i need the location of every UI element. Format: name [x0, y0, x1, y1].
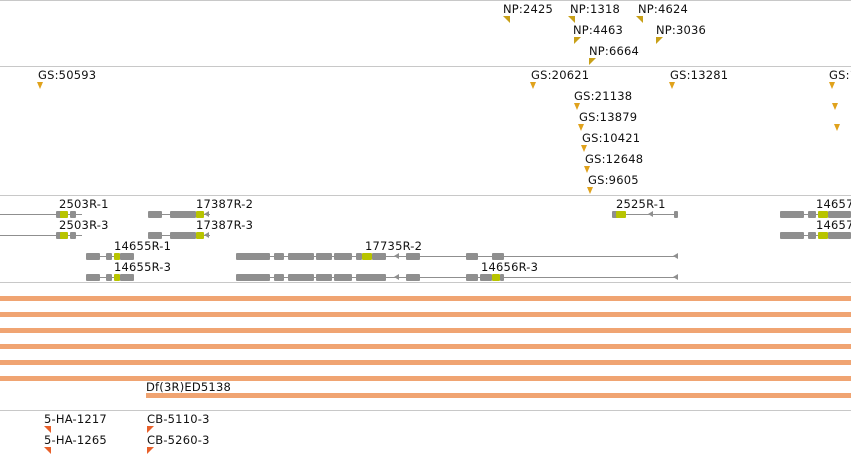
transcript-14656R-3[interactable] — [236, 274, 678, 281]
gs-label[interactable]: GS:9605 — [588, 173, 639, 187]
gs-marker-icon[interactable] — [832, 103, 838, 110]
transcript-label[interactable]: 14656R-3 — [481, 260, 539, 274]
cb-marker-icon[interactable] — [147, 426, 154, 433]
deficiency-bar[interactable] — [0, 296, 851, 301]
np-label[interactable]: NP:6664 — [589, 44, 640, 58]
np-label[interactable]: NP:4624 — [638, 2, 689, 16]
np-label[interactable]: NP:4463 — [573, 23, 624, 37]
gs-label[interactable]: GS:13281 — [670, 68, 729, 82]
transcript-17387R-2[interactable] — [148, 211, 210, 218]
np-label[interactable]: NP:3036 — [656, 23, 707, 37]
np-marker-icon[interactable] — [636, 16, 643, 23]
gs-marker-icon[interactable] — [530, 82, 536, 89]
deficiency-bar[interactable] — [0, 328, 851, 333]
gs-marker-icon[interactable] — [581, 145, 587, 152]
transcript-2503R-3[interactable] — [0, 232, 82, 239]
transcript-17735R-2[interactable] — [236, 253, 678, 260]
np-marker-icon[interactable] — [574, 37, 581, 44]
transcript-label[interactable]: 2525R-1 — [616, 197, 666, 211]
gs-marker-icon[interactable] — [669, 82, 675, 89]
gs-insertion-track: GS:50593 GS:20621 GS:13281 GS:1 GS:21138… — [0, 66, 851, 196]
gs-marker-icon[interactable] — [587, 187, 593, 194]
transcript-label[interactable]: 2503R-3 — [59, 218, 109, 232]
deficiency-bar[interactable] — [0, 312, 851, 317]
gs-marker-icon[interactable] — [584, 166, 590, 173]
gs-marker-icon[interactable] — [578, 124, 584, 131]
transcript-label[interactable]: 17735R-2 — [365, 239, 423, 253]
transcript-label[interactable]: 14657 — [816, 197, 851, 211]
stock-label[interactable]: CB-5260-3 — [147, 433, 210, 447]
transcript-14655R-3[interactable] — [86, 274, 134, 281]
transcript-14657-b[interactable] — [780, 232, 851, 239]
cb-marker-icon[interactable] — [147, 447, 154, 454]
stock-label[interactable]: 5-HA-1265 — [44, 433, 107, 447]
gs-label[interactable]: GS:13879 — [579, 110, 638, 124]
gs-label[interactable]: GS:50593 — [38, 68, 97, 82]
gs-label[interactable]: GS:1 — [829, 68, 851, 82]
gs-marker-icon[interactable] — [834, 124, 840, 131]
transcript-14657-a[interactable] — [780, 211, 851, 218]
transcript-label[interactable]: 14655R-3 — [114, 260, 172, 274]
deficiency-bar[interactable] — [0, 376, 851, 381]
transcript-label[interactable]: 14657 — [816, 218, 851, 232]
gs-label[interactable]: GS:20621 — [531, 68, 590, 82]
transcript-label[interactable]: 17387R-3 — [196, 218, 254, 232]
transcript-label[interactable]: 17387R-2 — [196, 197, 254, 211]
deficiency-track: Df(3R)ED5138 — [0, 282, 851, 411]
stock-insertion-track: 5-HA-1217 CB-5110-3 5-HA-1265 CB-5260-3 — [0, 410, 851, 457]
np-marker-icon[interactable] — [568, 16, 575, 23]
np-label[interactable]: NP:1318 — [570, 2, 621, 16]
np-label[interactable]: NP:2425 — [503, 2, 554, 16]
np-marker-icon[interactable] — [503, 16, 510, 23]
ha-marker-icon[interactable] — [44, 426, 51, 433]
np-marker-icon[interactable] — [656, 37, 663, 44]
np-marker-icon[interactable] — [589, 58, 596, 65]
stock-label[interactable]: CB-5110-3 — [147, 412, 210, 426]
transcript-17387R-3[interactable] — [148, 232, 210, 239]
np-insertion-track: NP:2425 NP:1318 NP:4624 NP:4463 NP:3036 … — [0, 0, 851, 67]
deficiency-bar-df3r-ed5138[interactable] — [146, 393, 851, 398]
stock-label[interactable]: 5-HA-1217 — [44, 412, 107, 426]
transcript-label[interactable]: 2503R-1 — [59, 197, 109, 211]
gs-label[interactable]: GS:21138 — [574, 89, 633, 103]
transcript-label[interactable]: 14655R-1 — [114, 239, 172, 253]
gs-label[interactable]: GS:12648 — [585, 152, 644, 166]
deficiency-bar[interactable] — [0, 344, 851, 349]
gs-marker-icon[interactable] — [574, 103, 580, 110]
gs-marker-icon[interactable] — [37, 82, 43, 89]
transcript-2503R-1[interactable] — [0, 211, 82, 218]
gs-label[interactable]: GS:10421 — [582, 131, 641, 145]
gs-marker-icon[interactable] — [829, 82, 835, 89]
transcript-14655R-1[interactable] — [86, 253, 134, 260]
deficiency-bar[interactable] — [0, 360, 851, 365]
gene-model-track: 2503R-1 17387R-2 2525R-1 14657 2503R-3 — [0, 195, 851, 283]
transcript-2525R-1[interactable] — [612, 211, 678, 218]
ha-marker-icon[interactable] — [44, 447, 51, 454]
deficiency-label[interactable]: Df(3R)ED5138 — [146, 380, 231, 394]
